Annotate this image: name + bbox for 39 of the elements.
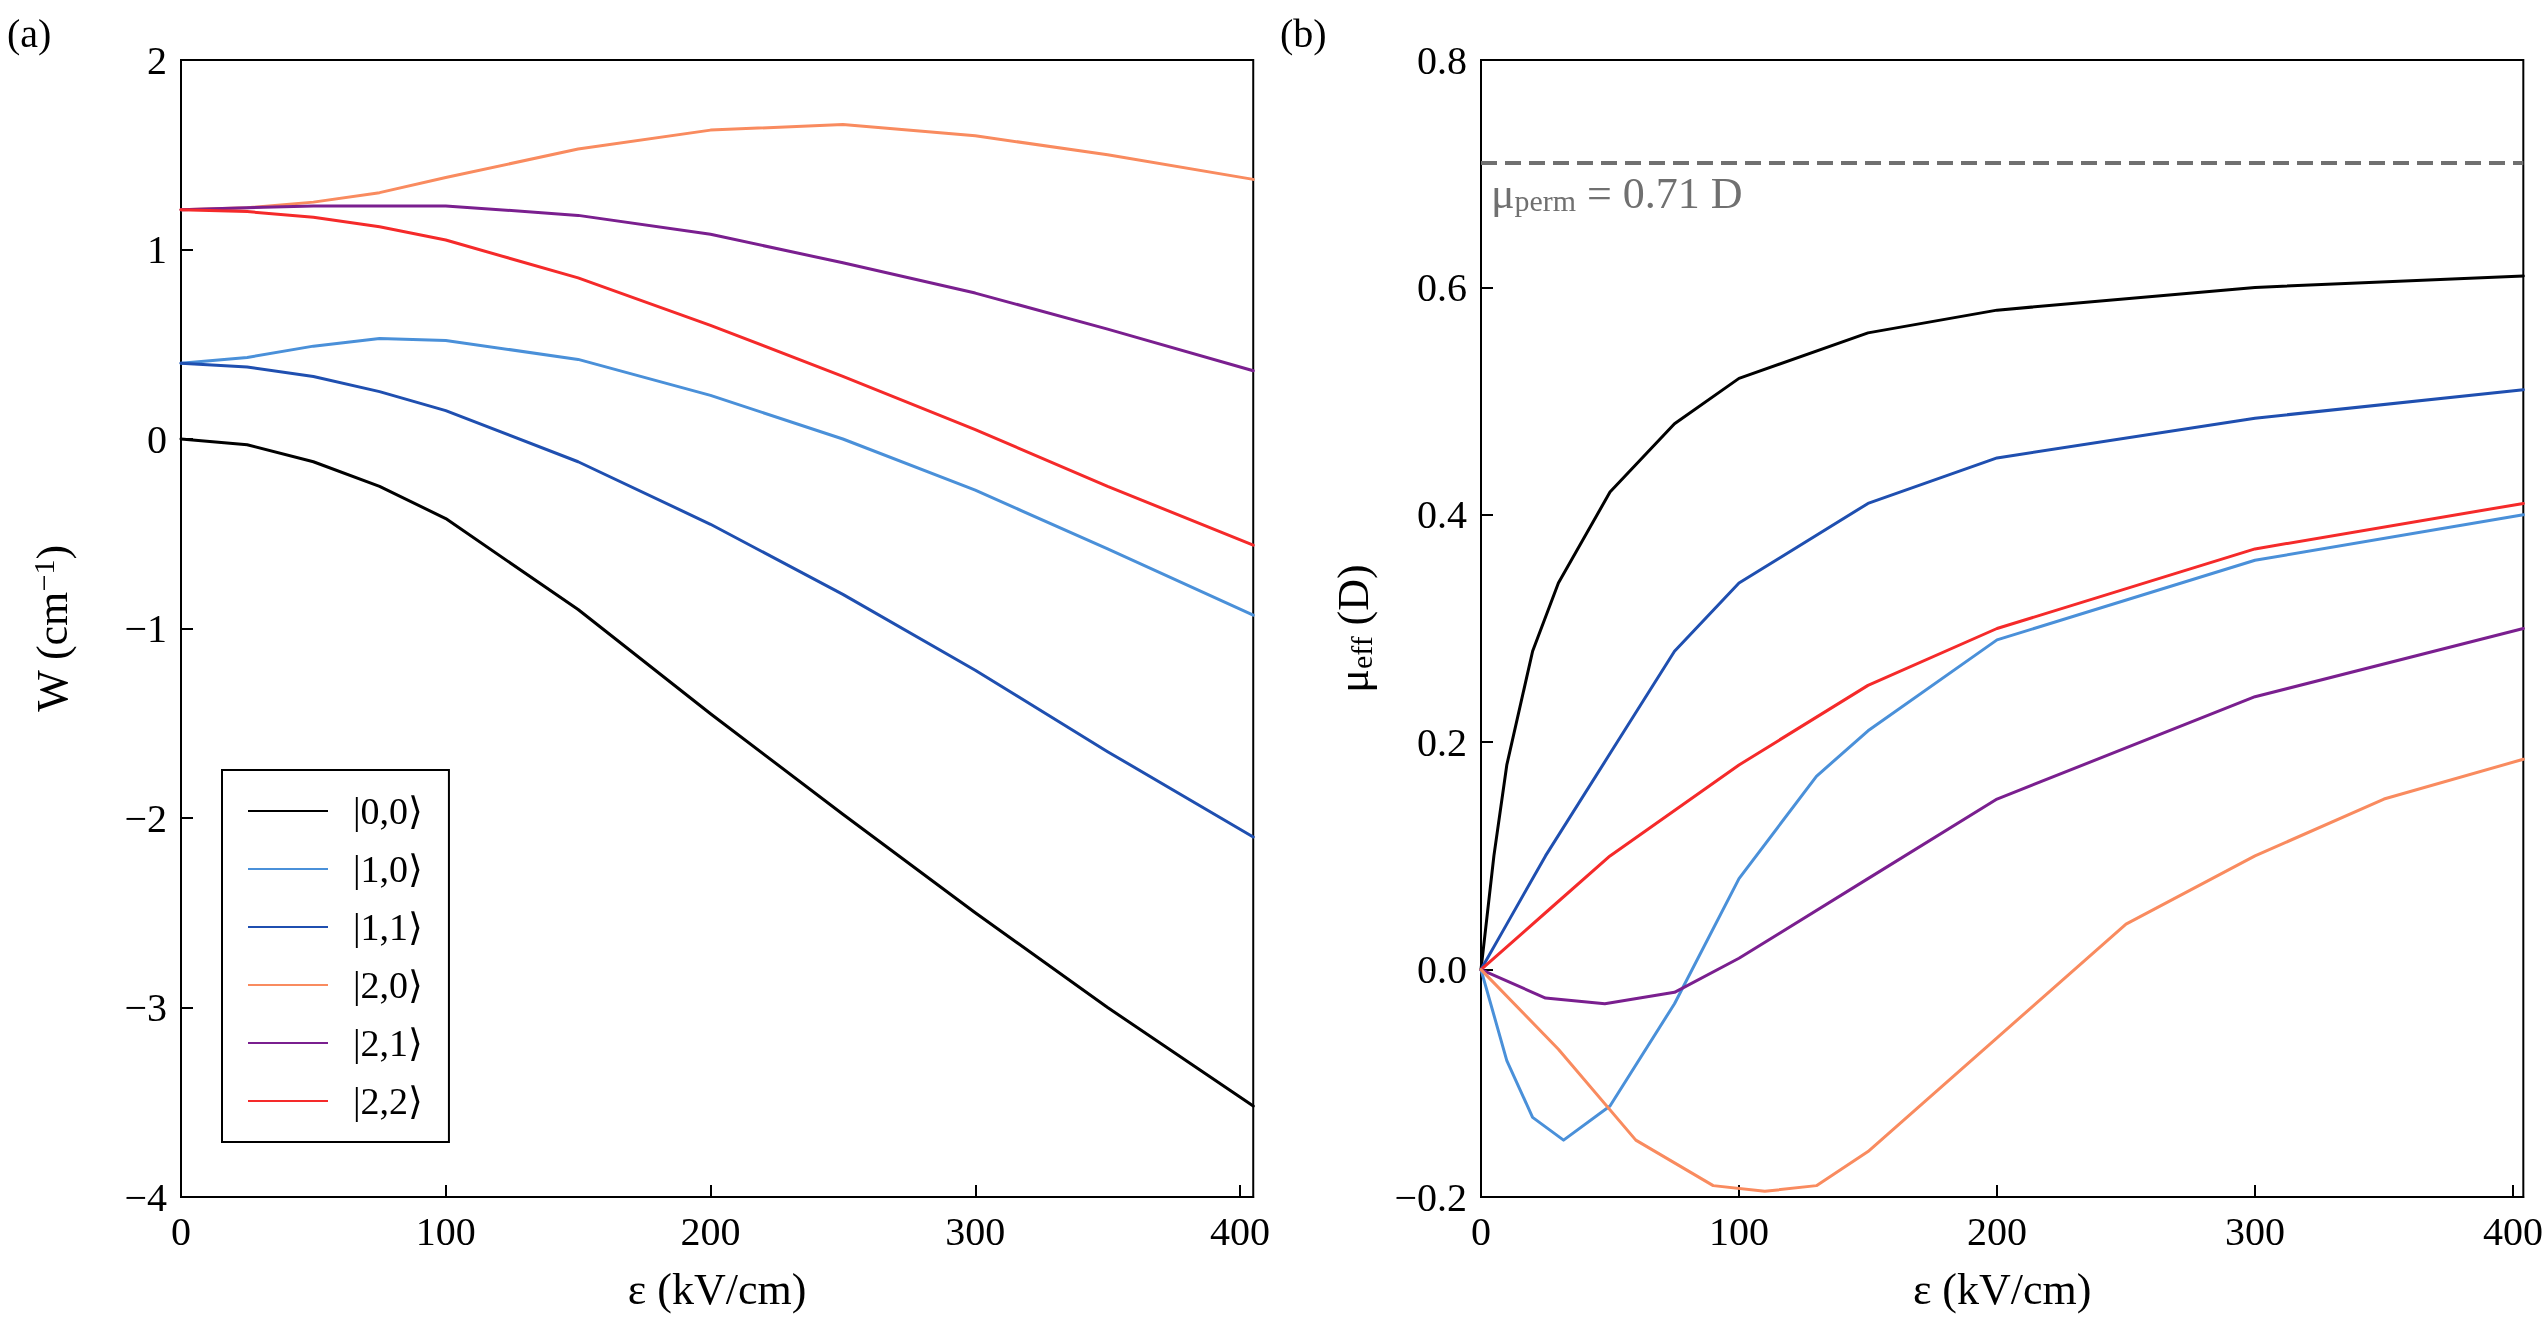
y-tick-label: 0.0 [1417,947,1467,993]
chart-title: (b) [1280,10,1327,56]
y-tick-label: 0.4 [1417,492,1467,538]
y-tick-label: −4 [124,1174,167,1220]
x-axis-title: ε (kV/cm) [1912,1264,2092,1314]
y-tick-label: 0 [147,416,167,462]
legend-label: |2,2⟩ [353,1080,423,1122]
x-tick-label: 400 [1210,1208,1270,1254]
x-axis-title: ε (kV/cm) [627,1264,807,1314]
x-tick-label: 100 [415,1208,476,1254]
y-tick-label: 2 [147,37,167,83]
legend-label: |2,0⟩ [353,964,423,1006]
ref-line-label: μperm = 0.71 D [1491,168,1743,218]
chart-title: (a) [7,10,52,56]
y-tick-label: −2 [124,795,167,841]
legend-label: |1,0⟩ [353,848,423,890]
line-series [1479,757,2525,1193]
x-tick-label: 100 [1709,1208,1769,1254]
line-series [179,208,1255,547]
x-tick-label: 200 [1967,1208,2027,1254]
x-tick-label: 400 [2483,1208,2543,1254]
legend-label: |0,0⟩ [353,790,423,832]
y-axis-title: μeff (D) [1328,564,1378,693]
y-tick-label: 0.6 [1417,264,1467,310]
y-tick-label: −3 [124,985,167,1030]
y-axis-title: W (cm−1) [26,544,77,712]
x-tick-label: 300 [945,1208,1006,1254]
x-tick-label: 300 [2225,1208,2285,1254]
y-tick-label: 0.8 [1417,37,1467,83]
line-series [1479,513,2525,1142]
line-series [179,361,1255,839]
legend-label: |2,1⟩ [353,1022,423,1064]
y-tick-label: −0.2 [1394,1174,1467,1220]
y-tick-label: −1 [124,606,167,651]
legend-label: |1,1⟩ [353,906,423,948]
x-tick-label: 200 [680,1208,741,1254]
y-tick-label: 1 [147,227,167,272]
y-tick-label: 0.2 [1417,719,1467,765]
line-series [1479,501,2525,972]
